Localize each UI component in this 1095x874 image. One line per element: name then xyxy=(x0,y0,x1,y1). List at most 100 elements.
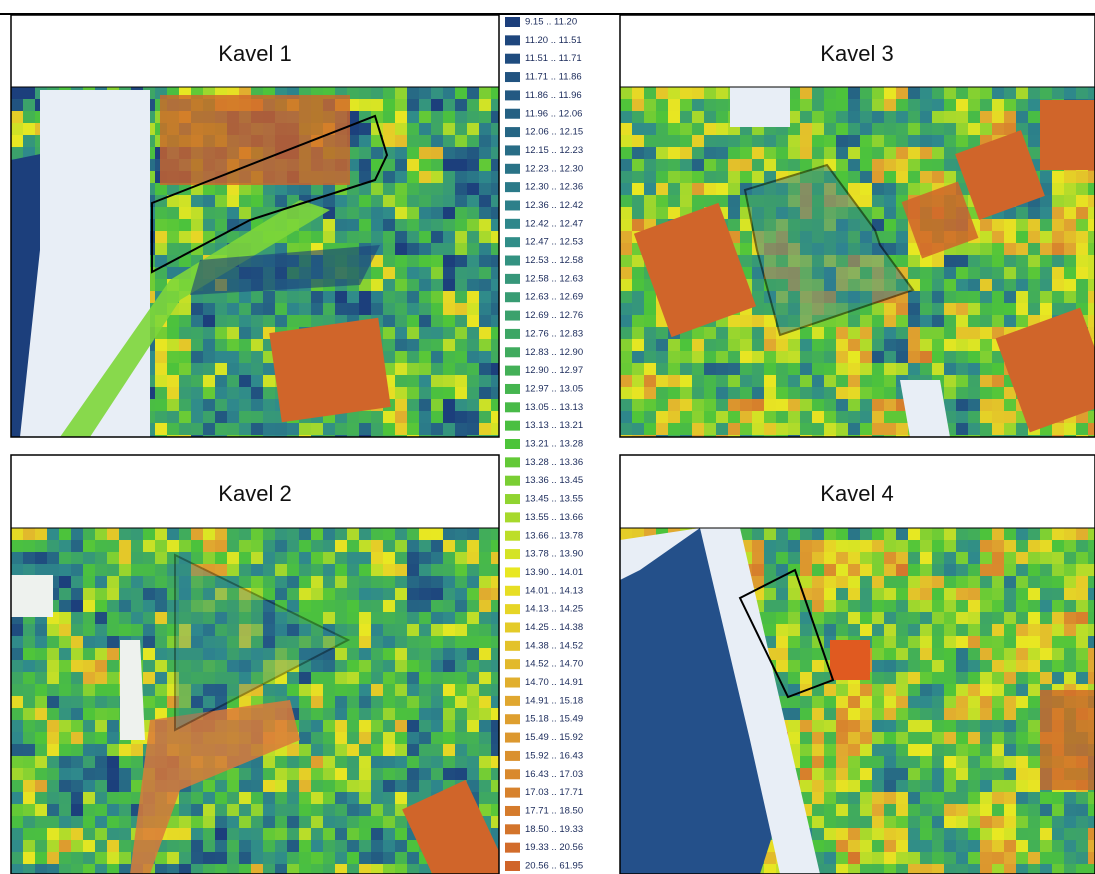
raster-cell xyxy=(431,411,443,423)
legend-swatch xyxy=(505,586,520,596)
raster-cell xyxy=(956,87,968,99)
legend-label: 12.47 .. 12.53 xyxy=(525,237,583,248)
raster-cell xyxy=(479,135,491,147)
raster-cell xyxy=(1052,171,1064,183)
figure: Kavel 1 Kavel 3 Kavel 2 Kavel 4 9.15 .. … xyxy=(0,0,1095,874)
raster-cell xyxy=(1088,291,1095,303)
raster-cell xyxy=(908,744,920,756)
raster-cell xyxy=(812,363,824,375)
raster-cell xyxy=(1076,600,1088,612)
raster-cell xyxy=(896,255,908,267)
raster-cell xyxy=(872,351,884,363)
raster-cell xyxy=(788,423,800,435)
raster-cell xyxy=(227,315,239,327)
raster-cell xyxy=(107,576,119,588)
raster-cell xyxy=(956,267,968,279)
raster-cell xyxy=(872,387,884,399)
raster-cell xyxy=(335,600,347,612)
raster-cell xyxy=(275,528,287,540)
raster-cell xyxy=(1028,99,1040,111)
raster-cell xyxy=(932,267,944,279)
raster-cell xyxy=(992,828,1004,840)
raster-cell xyxy=(992,291,1004,303)
raster-cell xyxy=(479,123,491,135)
legend-label: 17.03 .. 17.71 xyxy=(525,787,583,798)
raster-cell xyxy=(1028,696,1040,708)
raster-cell xyxy=(239,411,251,423)
raster-cell xyxy=(275,792,287,804)
raster-cell xyxy=(479,267,491,279)
raster-cell xyxy=(968,672,980,684)
raster-cell xyxy=(167,243,179,255)
raster-cell xyxy=(431,327,443,339)
raster-cell xyxy=(203,864,215,874)
raster-cell xyxy=(1064,660,1076,672)
raster-cell xyxy=(848,804,860,816)
legend-label: 14.38 .. 14.52 xyxy=(525,640,583,651)
raster-cell xyxy=(1052,195,1064,207)
raster-cell xyxy=(203,327,215,339)
raster-cell xyxy=(203,552,215,564)
raster-cell xyxy=(179,804,191,816)
raster-cell xyxy=(419,411,431,423)
raster-cell xyxy=(263,540,275,552)
raster-cell xyxy=(836,612,848,624)
raster-cell xyxy=(884,660,896,672)
raster-cell xyxy=(431,399,443,411)
raster-cell xyxy=(740,159,752,171)
raster-cell xyxy=(407,864,419,874)
raster-cell xyxy=(443,87,455,99)
raster-cell xyxy=(407,291,419,303)
raster-cell xyxy=(992,564,1004,576)
raster-cell xyxy=(728,219,740,231)
raster-cell xyxy=(992,852,1004,864)
raster-cell xyxy=(1016,303,1028,315)
raster-cell xyxy=(419,576,431,588)
raster-cell xyxy=(1088,243,1095,255)
raster-cell xyxy=(359,624,371,636)
raster-cell xyxy=(167,363,179,375)
raster-cell xyxy=(443,207,455,219)
raster-cell xyxy=(836,540,848,552)
raster-cell xyxy=(824,552,836,564)
raster-cell xyxy=(620,231,632,243)
legend-swatch xyxy=(505,274,520,284)
raster-cell xyxy=(980,303,992,315)
raster-cell xyxy=(191,195,203,207)
raster-cell xyxy=(836,159,848,171)
raster-cell xyxy=(896,624,908,636)
raster-cell xyxy=(347,780,359,792)
raster-cell xyxy=(896,219,908,231)
raster-cell xyxy=(884,528,896,540)
raster-cell xyxy=(359,804,371,816)
raster-cell xyxy=(824,87,836,99)
raster-cell xyxy=(311,756,323,768)
raster-cell xyxy=(467,552,479,564)
raster-cell xyxy=(944,864,956,874)
raster-cell xyxy=(1004,612,1016,624)
raster-cell xyxy=(728,207,740,219)
raster-cell xyxy=(716,363,728,375)
raster-cell xyxy=(455,219,467,231)
raster-cell xyxy=(848,528,860,540)
raster-cell xyxy=(263,816,275,828)
raster-cell xyxy=(107,792,119,804)
raster-cell xyxy=(347,231,359,243)
raster-cell xyxy=(1028,528,1040,540)
raster-cell xyxy=(1028,684,1040,696)
raster-cell xyxy=(359,852,371,864)
raster-cell xyxy=(95,720,107,732)
raster-cell xyxy=(263,564,275,576)
raster-cell xyxy=(752,159,764,171)
raster-cell xyxy=(872,612,884,624)
raster-cell xyxy=(632,279,644,291)
raster-cell xyxy=(848,576,860,588)
raster-cell xyxy=(848,600,860,612)
raster-cell xyxy=(191,315,203,327)
raster-cell xyxy=(1088,816,1095,828)
raster-cell xyxy=(479,648,491,660)
raster-cell xyxy=(323,732,335,744)
raster-cell xyxy=(299,840,311,852)
raster-cell xyxy=(644,87,656,99)
raster-cell xyxy=(71,612,83,624)
